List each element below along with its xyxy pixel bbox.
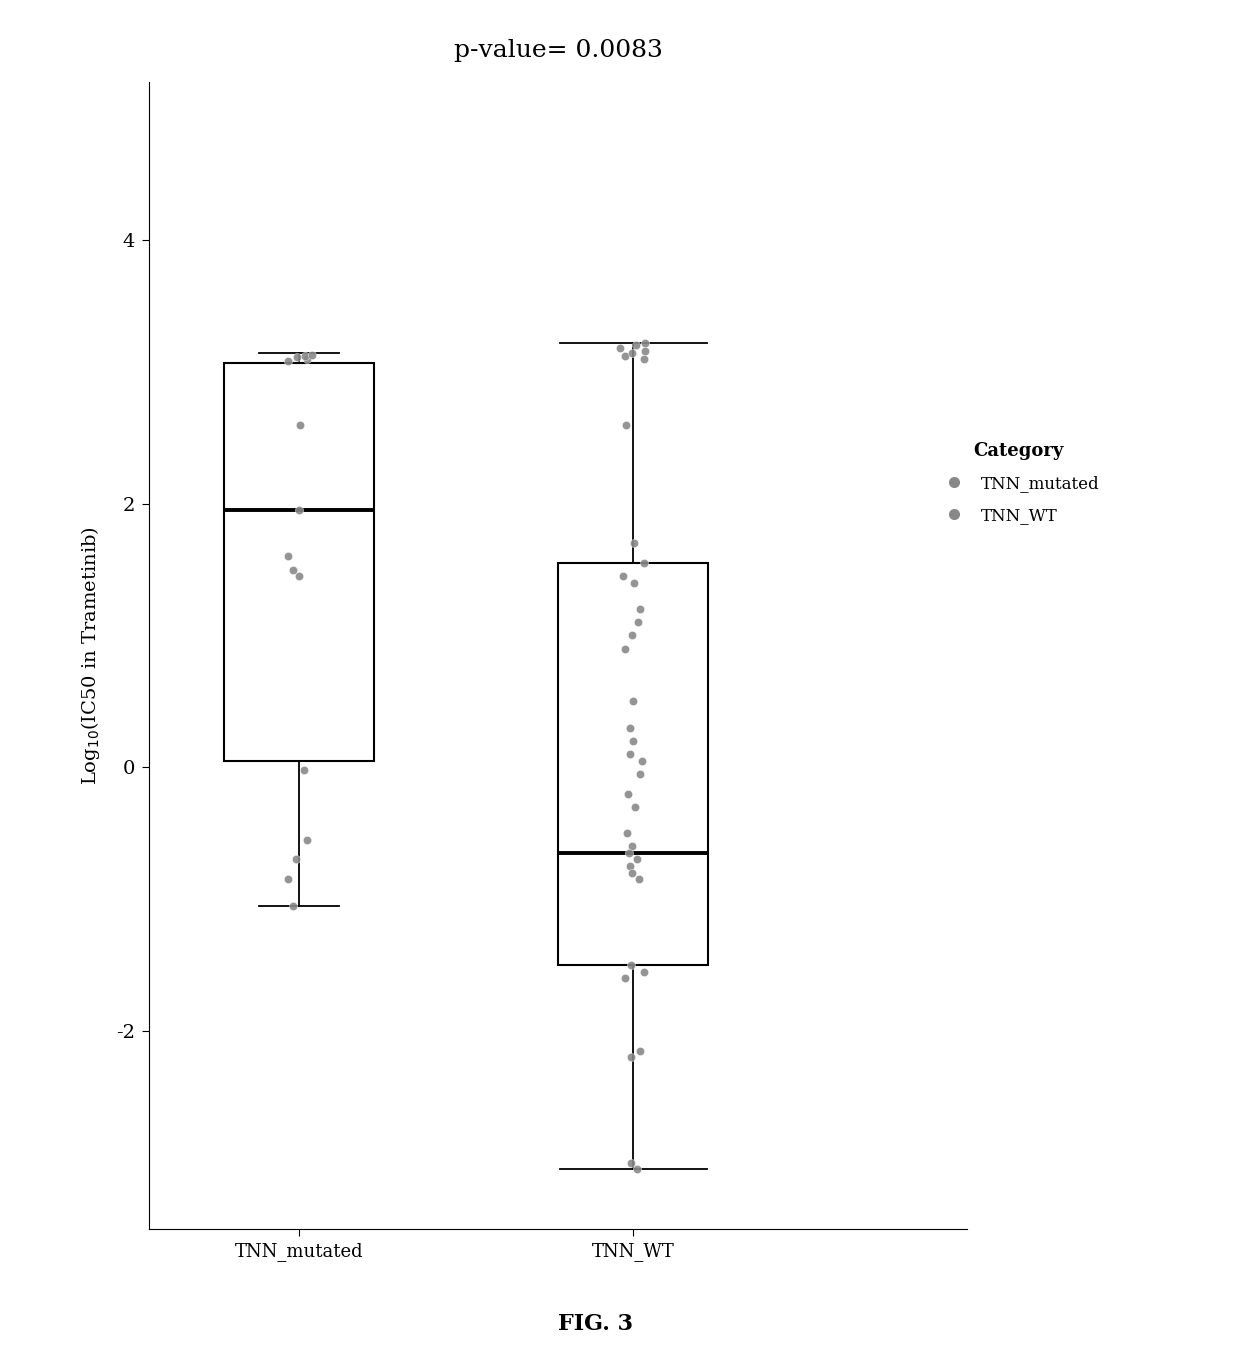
Point [615, 637, 635, 659]
Point [624, 572, 644, 594]
Point [620, 854, 640, 876]
Point [621, 954, 641, 976]
Point [630, 598, 650, 620]
Point [288, 347, 308, 369]
Point [635, 332, 655, 354]
Point [621, 1046, 641, 1067]
Point [622, 730, 642, 752]
Point [303, 344, 322, 366]
Point [278, 351, 298, 373]
Point [634, 348, 653, 370]
Point [635, 340, 655, 362]
Bar [558, 562, 708, 965]
Point [620, 717, 640, 738]
Point [627, 612, 647, 633]
Point [626, 334, 646, 356]
Point [622, 691, 642, 713]
Point [622, 835, 642, 857]
Point [625, 532, 645, 554]
Point [634, 551, 653, 573]
Point [634, 961, 653, 983]
Point [294, 759, 314, 781]
Point [298, 829, 317, 850]
Point [289, 565, 309, 587]
Point [278, 868, 298, 890]
Point [630, 763, 650, 785]
Point [625, 796, 645, 818]
Point [627, 1159, 647, 1181]
Point [283, 558, 303, 580]
Y-axis label: Log$_{10}$(IC50 in Trametinib): Log$_{10}$(IC50 in Trametinib) [79, 526, 102, 785]
Point [615, 968, 635, 990]
Point [615, 345, 635, 367]
Point [295, 345, 315, 367]
Point [278, 546, 298, 568]
Point [616, 414, 636, 435]
Point [630, 1040, 650, 1062]
Point [619, 782, 639, 804]
Point [619, 842, 639, 864]
Text: FIG. 3: FIG. 3 [558, 1313, 632, 1335]
Point [622, 625, 642, 647]
Point [290, 414, 310, 435]
Bar [224, 363, 374, 760]
Point [627, 849, 647, 871]
Point [622, 861, 642, 883]
Point [618, 822, 637, 844]
Point [622, 343, 642, 364]
Point [620, 743, 640, 764]
Point [632, 749, 652, 771]
Point [610, 337, 630, 359]
Legend: TNN_mutated, TNN_WT: TNN_mutated, TNN_WT [931, 435, 1106, 531]
Point [296, 348, 316, 370]
Point [284, 894, 304, 916]
Point [289, 500, 309, 521]
Point [629, 868, 649, 890]
Point [621, 1152, 641, 1174]
Point [286, 849, 306, 871]
Title: p-value= 0.0083: p-value= 0.0083 [454, 38, 662, 61]
Point [614, 565, 634, 587]
